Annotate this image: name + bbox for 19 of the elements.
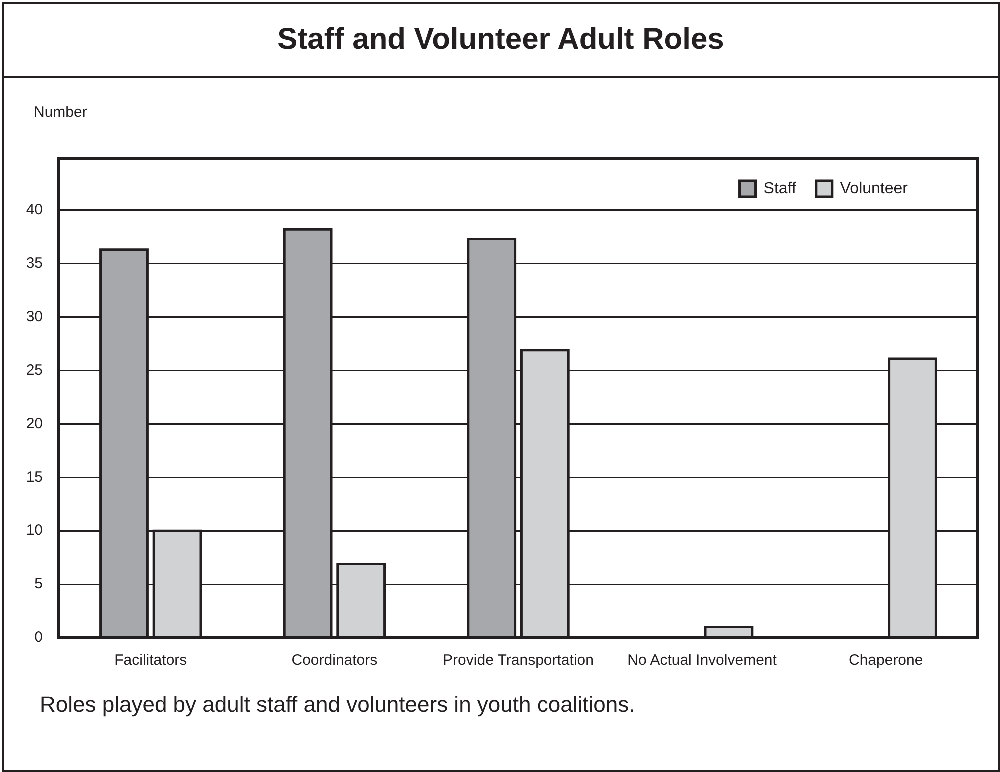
- y-tick-label: 5: [34, 576, 43, 593]
- y-tick-label: 35: [26, 254, 43, 272]
- chart-title: Staff and Volunteer Adult Roles: [4, 4, 998, 78]
- y-tick-label: 10: [26, 522, 43, 540]
- x-tick-label: No Actual Involvement: [628, 652, 778, 670]
- y-tick-label: 25: [26, 362, 43, 379]
- x-tick-label: Coordinators: [292, 652, 378, 670]
- legend-label: Staff: [764, 180, 797, 198]
- y-tick-label: 30: [26, 308, 43, 326]
- y-axis-title: Number: [34, 104, 88, 121]
- y-tick-label: 0: [34, 629, 43, 646]
- legend-label: Volunteer: [840, 180, 909, 198]
- x-tick-label: Chaperone: [848, 652, 924, 670]
- x-tick-label: Facilitators: [114, 652, 188, 670]
- y-tick-label: 20: [26, 415, 43, 432]
- x-tick-label: Provide Transportation: [443, 652, 594, 670]
- y-tick-label: 40: [26, 201, 43, 218]
- text: Roles played by adult staff and volunteers in youth coalitions.: [40, 692, 636, 718]
- y-tick-label: 15: [26, 468, 43, 486]
